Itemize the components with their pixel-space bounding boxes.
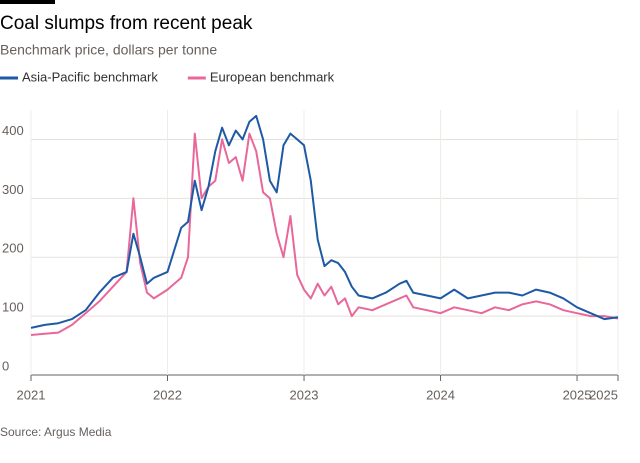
source: Source: Argus Media [0, 425, 112, 439]
x-tick-label: 2022 [153, 387, 182, 402]
y-tick-label: 200 [2, 241, 24, 256]
legend-label: Asia-Pacific benchmark [22, 69, 158, 84]
y-tick-label: 300 [2, 182, 24, 197]
x-tick-label: 2023 [290, 387, 319, 402]
y-tick-label: 100 [2, 300, 24, 315]
x-tick-label: 2024 [426, 387, 455, 402]
line-series [30, 114, 619, 329]
line-series [30, 132, 619, 336]
chart-title: Coal slumps from recent peak [0, 13, 253, 34]
brand-bar [0, 0, 55, 4]
chart-subtitle: Benchmark price, dollars per tonne [0, 42, 217, 58]
x-tick-label: 2025 [563, 387, 592, 402]
x-tick-label: 2025 [589, 387, 618, 402]
y-tick-label: 0 [2, 358, 9, 373]
legend-label: European benchmark [210, 69, 335, 84]
x-tick-label: 2021 [17, 387, 46, 402]
y-tick-label: 400 [2, 123, 24, 138]
